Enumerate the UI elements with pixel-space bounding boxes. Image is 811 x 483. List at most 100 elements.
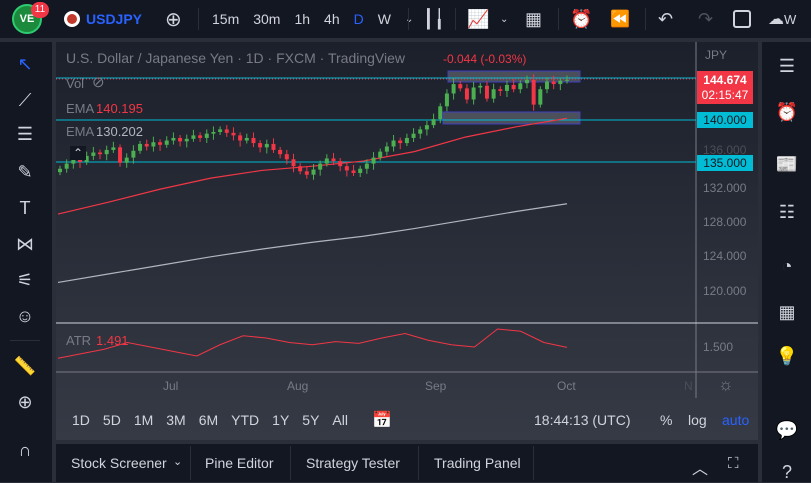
interval-30m[interactable]: 30m: [253, 11, 281, 27]
chevron-down-icon[interactable]: ⌄: [404, 13, 414, 25]
candle-up: [264, 143, 269, 148]
symbol-search[interactable]: USDJPY: [64, 0, 142, 38]
vol-label: Vol: [66, 76, 85, 91]
ema1-value: 140.195: [96, 101, 143, 116]
cloud-save-icon[interactable]: ☁ W: [768, 11, 797, 28]
right-toolbar: ☰ ⏰ 📰 ☷ ◔ ▦ 💡 💬 ?: [762, 42, 811, 482]
interval-1h[interactable]: 1h: [294, 11, 311, 27]
calendar-icon[interactable]: ▦: [778, 302, 796, 322]
notes-icon[interactable]: ☷: [778, 202, 796, 222]
top-toolbar: VE 11 USDJPY ⊕ 15m 30m 1h 4h D W ⌄ ┃╽ 📈 …: [0, 0, 811, 38]
layout-icon[interactable]: ▦: [525, 8, 543, 29]
range-5d[interactable]: 5D: [102, 412, 121, 428]
chart-area[interactable]: [56, 42, 758, 440]
news-icon[interactable]: 📰: [775, 154, 799, 174]
ema50-line: [57, 117, 568, 215]
candle-up: [358, 168, 363, 174]
auto-toggle[interactable]: auto: [722, 412, 750, 428]
tab-pine-editor[interactable]: Pine Editor: [205, 455, 274, 471]
candle-down: [331, 158, 336, 162]
time-label-sep: Sep: [425, 379, 447, 393]
collapse-panel-icon[interactable]: ︿: [692, 461, 709, 478]
hotlist-icon[interactable]: ◔: [781, 256, 793, 276]
hidden-eye-icon[interactable]: ⊘: [92, 74, 105, 91]
collapse-legend-icon[interactable]: ⌃: [70, 146, 87, 160]
candle-down: [178, 137, 183, 142]
watchlist-icon[interactable]: ☰: [778, 56, 796, 76]
candle-down: [118, 147, 123, 163]
ruler-icon[interactable]: 📏: [13, 356, 37, 376]
candle-down: [224, 129, 229, 133]
zoom-in-icon[interactable]: ⊕: [17, 392, 33, 412]
horizontal-lines-icon[interactable]: ☰: [16, 124, 34, 144]
log-toggle[interactable]: log: [688, 412, 707, 428]
maximize-panel-icon[interactable]: ⛶: [728, 455, 739, 472]
cursor-icon[interactable]: ↖: [17, 54, 33, 74]
range-all[interactable]: All: [332, 412, 348, 428]
range-1y[interactable]: 1Y: [272, 412, 290, 428]
candle-down: [158, 142, 163, 145]
range-1m[interactable]: 1M: [133, 412, 154, 428]
magnet-icon[interactable]: ∩: [18, 440, 32, 460]
date-range-icon[interactable]: 📅: [372, 412, 392, 429]
candle-down: [464, 88, 469, 100]
symbol-label: USDJPY: [86, 11, 143, 27]
range-6m[interactable]: 6M: [198, 412, 219, 428]
alarm-clock-icon[interactable]: ⏰: [775, 102, 799, 122]
percent-toggle[interactable]: %: [660, 412, 673, 428]
candle-up: [451, 84, 456, 94]
interval-d[interactable]: D: [353, 11, 364, 27]
atr-line: [57, 328, 568, 359]
redo-icon: ↷: [698, 8, 714, 29]
interval-4h[interactable]: 4h: [324, 11, 340, 27]
text-icon[interactable]: T: [19, 198, 31, 218]
currency-selector[interactable]: JPY: [705, 48, 728, 62]
alert-icon[interactable]: ⏰: [570, 8, 593, 29]
bottom-panel: [56, 444, 758, 482]
atr-value: 1.491: [96, 333, 129, 348]
trend-line-icon[interactable]: ⟋: [18, 90, 32, 110]
chat-icon[interactable]: 💬: [775, 420, 799, 440]
add-symbol-icon[interactable]: ⊕: [165, 8, 182, 31]
candle-up: [244, 137, 249, 141]
candle-up: [164, 140, 169, 145]
candle-up: [171, 137, 176, 141]
help-icon[interactable]: ?: [781, 462, 792, 482]
candle-up: [438, 106, 443, 120]
brush-icon[interactable]: ✎: [17, 162, 33, 182]
clock[interactable]: 18:44:13 (UTC): [534, 412, 631, 428]
fullscreen-icon[interactable]: [733, 0, 751, 38]
chevron-down-icon[interactable]: ⌄: [500, 13, 509, 25]
replay-icon[interactable]: ⏪: [610, 11, 630, 28]
settings-icon[interactable]: ☼: [718, 375, 734, 394]
chart-title: U.S. Dollar / Japanese Yen · 1D · FXCM ·…: [66, 50, 406, 66]
pattern-icon[interactable]: ⋈: [16, 234, 34, 254]
emoji-icon[interactable]: ☺: [15, 306, 35, 326]
level-135-label: 135.000: [697, 155, 753, 171]
indicators-icon[interactable]: 📈: [467, 8, 490, 29]
forecast-icon[interactable]: ⚟: [16, 270, 34, 290]
candle-up: [318, 163, 323, 170]
candles-icon[interactable]: ┃╽: [423, 8, 445, 29]
ideas-icon[interactable]: 💡: [775, 346, 799, 366]
range-1d[interactable]: 1D: [72, 412, 90, 428]
candle-up: [124, 157, 129, 163]
interval-15m[interactable]: 15m: [212, 11, 240, 27]
tab-strategy-tester[interactable]: Strategy Tester: [306, 455, 400, 471]
range-ytd[interactable]: YTD: [231, 412, 260, 428]
interval-w[interactable]: W: [377, 11, 391, 27]
candle-down: [458, 84, 463, 89]
candle-down: [238, 135, 243, 141]
tab-stock-screener[interactable]: Stock Screener: [71, 455, 167, 471]
range-3m[interactable]: 3M: [166, 412, 186, 428]
undo-icon[interactable]: ↶: [658, 8, 674, 29]
level-140-label: 140.000: [697, 112, 753, 128]
candle-down: [231, 132, 236, 136]
candle-down: [258, 143, 263, 148]
chevron-down-icon[interactable]: ⌄: [173, 456, 183, 468]
candle-down: [551, 81, 556, 85]
range-5y[interactable]: 5Y: [302, 412, 320, 428]
candle-down: [284, 154, 289, 160]
tab-trading-panel[interactable]: Trading Panel: [434, 455, 521, 471]
